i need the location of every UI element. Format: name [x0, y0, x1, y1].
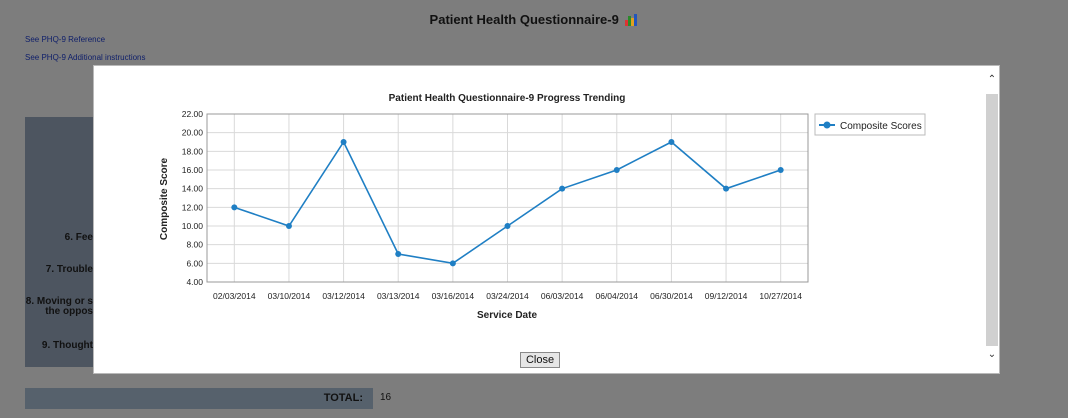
data-point[interactable]	[668, 139, 675, 145]
total-bar: TOTAL:	[25, 388, 373, 409]
y-tick-label: 6.00	[186, 258, 203, 268]
x-tick-label: 03/24/2014	[486, 291, 529, 301]
y-tick-label: 14.00	[182, 184, 204, 194]
chart-title: Patient Health Questionnaire-9 Progress …	[389, 93, 626, 104]
bar-chart-icon[interactable]	[625, 14, 638, 29]
y-tick-label: 16.00	[182, 165, 204, 175]
scroll-up-icon[interactable]: ⌃	[987, 74, 997, 85]
data-point[interactable]	[559, 185, 566, 192]
x-tick-label: 03/13/2014	[377, 291, 420, 301]
close-button[interactable]: Close	[520, 352, 560, 368]
legend-box	[814, 113, 926, 136]
x-tick-label: 06/04/2014	[595, 291, 638, 301]
x-tick-label: 10/27/2014	[759, 291, 802, 301]
legend-marker	[823, 121, 831, 129]
data-point[interactable]	[285, 223, 292, 229]
trend-chart-modal: Patient Health Questionnaire-9 Progress …	[93, 65, 1000, 374]
plot-area	[206, 113, 809, 283]
total-label: TOTAL:	[323, 392, 363, 404]
y-tick-label: 8.00	[186, 240, 203, 250]
phq9-reference-link[interactable]: See PHQ-9 Reference	[25, 35, 106, 44]
data-point[interactable]	[504, 223, 511, 229]
question-9-label: 9. Thought	[41, 340, 93, 351]
x-tick-label: 03/12/2014	[322, 291, 365, 301]
scroll-thumb[interactable]	[986, 94, 998, 346]
y-tick-label: 20.00	[182, 128, 204, 138]
x-tick-label: 03/16/2014	[432, 291, 475, 301]
total-value: 16	[380, 392, 392, 403]
x-tick-label: 09/12/2014	[705, 291, 748, 301]
y-axis-label: Composite Score	[159, 157, 170, 240]
y-tick-label: 10.00	[182, 221, 204, 231]
y-tick-label: 22.00	[182, 109, 204, 119]
phq9-instructions-link[interactable]: See PHQ-9 Additional instructions	[25, 53, 146, 62]
trend-chart: Patient Health Questionnaire-9 Progress …	[159, 93, 926, 321]
question-7-label: 7. Trouble	[45, 264, 93, 275]
legend-label: Composite Scores	[840, 121, 922, 132]
data-point[interactable]	[395, 251, 402, 257]
chart-legend: Composite Scores	[814, 113, 926, 136]
page-title-text: Patient Health Questionnaire-9	[429, 12, 619, 27]
x-axis-label: Service Date	[477, 310, 537, 321]
data-point[interactable]	[340, 139, 347, 145]
question-8-label: 8. Moving or s the oppos	[25, 296, 93, 317]
data-point[interactable]	[723, 185, 730, 192]
data-point[interactable]	[613, 167, 620, 173]
modal-scrollbar[interactable]: ⌃ ⌄	[986, 66, 998, 373]
question-6-label: 6. Fee	[64, 232, 93, 243]
data-point[interactable]	[777, 167, 784, 173]
y-tick-label: 12.00	[182, 202, 204, 212]
x-tick-label: 06/03/2014	[541, 291, 584, 301]
scroll-down-icon[interactable]: ⌄	[987, 349, 997, 360]
x-tick-label: 02/03/2014	[213, 291, 256, 301]
data-point[interactable]	[449, 260, 456, 267]
x-tick-label: 03/10/2014	[268, 291, 311, 301]
y-tick-label: 4.00	[186, 277, 203, 287]
data-point[interactable]	[231, 204, 238, 211]
page-title: Patient Health Questionnaire-9	[0, 12, 1068, 29]
x-tick-label: 06/30/2014	[650, 291, 693, 301]
y-tick-label: 18.00	[182, 146, 204, 156]
